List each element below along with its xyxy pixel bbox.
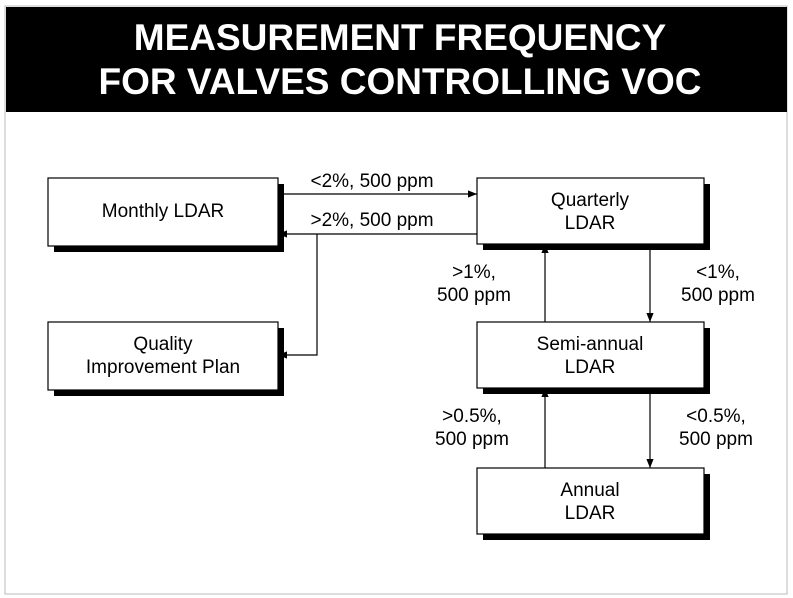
edge-label: 500 ppm (681, 285, 755, 306)
edge-label: <0.5%, (686, 406, 746, 427)
box (476, 467, 705, 535)
title-line: FOR VALVES CONTROLLING VOC (99, 61, 702, 102)
node-label: LDAR (565, 357, 616, 378)
node-label: Annual (560, 480, 619, 501)
arrow (278, 234, 318, 359)
edge-label: 500 ppm (679, 429, 753, 450)
node: Annual LDAR (476, 467, 710, 540)
title-line: MEASUREMENT FREQUENCY (134, 17, 667, 58)
edge-label: <1%, (696, 262, 740, 283)
node-label: Quarterly (551, 190, 630, 211)
edge-label: <2%, 500 ppm (310, 171, 433, 192)
node: Quality Improvement Plan (47, 321, 284, 396)
node-label: LDAR (565, 213, 616, 234)
box (47, 177, 279, 247)
edge-label: >1%, (452, 262, 496, 283)
node: Semi-annual LDAR (476, 321, 710, 394)
node-label: Monthly LDAR (102, 201, 225, 222)
edge-label: 500 ppm (437, 285, 511, 306)
node: Quarterly LDAR (476, 177, 710, 250)
edge-label: >2%, 500 ppm (310, 210, 433, 231)
box (47, 321, 279, 391)
node-label: Improvement Plan (86, 357, 240, 378)
edge-label: >0.5%, (442, 406, 502, 427)
node-label: Semi-annual (537, 334, 644, 355)
box (476, 321, 705, 389)
edge-label: 500 ppm (435, 429, 509, 450)
node-label: Quality (133, 334, 193, 355)
node: Monthly LDAR (47, 177, 284, 252)
node-label: LDAR (565, 503, 616, 524)
box (476, 177, 705, 245)
header-bar (6, 7, 787, 112)
